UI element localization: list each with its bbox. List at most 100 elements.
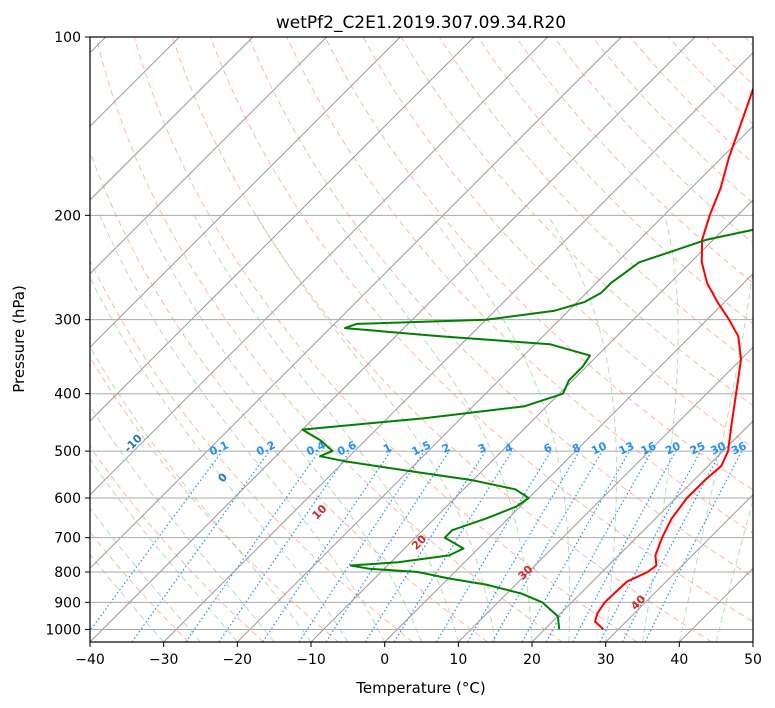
y-tick-label: 700 [54, 531, 81, 547]
x-axis-ticks: −40 −30 −20 −10 0 10 20 30 40 50 [75, 642, 762, 668]
mixing-ratio-label: 3 [476, 441, 488, 456]
moist-adiabat [333, 215, 533, 642]
isotherm [531, 420, 753, 642]
mixing-ratio-label: 6 [542, 441, 555, 456]
mixing-ratio-line [572, 450, 677, 642]
isotherm [90, 37, 475, 422]
dry-adiabat [515, 37, 753, 284]
mixing-ratio-line [466, 450, 580, 642]
dry-adiabat [591, 37, 753, 204]
isotherm [90, 37, 549, 496]
chart-title: wetPf2_C2E1.2019.307.09.34.R20 [276, 13, 566, 33]
mixing-ratio-line [131, 450, 270, 642]
temperature-line [594, 86, 753, 631]
y-tick-label: 300 [54, 313, 81, 329]
y-tick-label: 400 [54, 387, 81, 403]
mixing-ratio-line [218, 450, 351, 642]
mixing-ratio-label: 2 [440, 441, 452, 456]
moist-adiabat [642, 215, 679, 642]
x-axis-label: Temperature (°C) [355, 679, 485, 697]
mixing-ratio-label: 36 [729, 439, 749, 457]
profile-series [301, 86, 753, 631]
x-tick-label: 10 [449, 652, 467, 668]
isotherm [457, 346, 753, 642]
isotherm [310, 199, 753, 642]
moist-adiabat [90, 458, 238, 642]
mixing-ratio-label: 8 [570, 441, 582, 456]
moist-adiabat [90, 405, 275, 642]
x-tick-label: 0 [380, 652, 389, 668]
dry-adiabat-label: 30 [516, 563, 536, 583]
mixing-ratio-line [325, 450, 450, 642]
dry-adiabat [553, 37, 753, 244]
y-axis-label: Pressure (hPa) [10, 285, 28, 393]
moist-adiabat [430, 215, 571, 642]
dry-adiabat-label: 0 [215, 470, 230, 485]
y-tick-label: 1000 [45, 622, 81, 638]
x-tick-label: 20 [523, 652, 541, 668]
isotherm [163, 51, 753, 642]
y-tick-label: 600 [54, 491, 81, 507]
moist-adiabat [90, 345, 312, 642]
dry-adiabat-label: 40 [628, 592, 648, 612]
x-tick-label: 40 [670, 652, 688, 668]
dry-adiabat [90, 150, 488, 642]
moist-adiabat [255, 215, 496, 642]
mixing-ratio-line [599, 450, 702, 642]
moist-adiabat [547, 215, 617, 642]
dry-adiabats [90, 37, 753, 642]
line-labels: -100-90-80-70-60-50-40-30-20-10010203040… [122, 432, 749, 613]
mixing-ratio-line [435, 450, 552, 642]
x-tick-label: −20 [223, 652, 253, 668]
dry-adiabat [324, 37, 753, 491]
mixing-ratio-label: 0.2 [254, 438, 277, 458]
dry-adiabat [95, 37, 563, 642]
mixing-ratio-label: 10 [589, 439, 609, 457]
y-tick-label: 500 [54, 444, 81, 460]
mixing-ratio-line [521, 450, 631, 642]
mixing-ratio-label: 1.5 [410, 438, 433, 458]
x-tick-label: −10 [296, 652, 326, 668]
dry-adiabat-label: 20 [409, 532, 429, 552]
isotherm [90, 37, 696, 642]
mixing-ratio-label: 0.1 [207, 438, 230, 458]
mixing-ratio-label: 13 [617, 439, 636, 457]
dry-adiabat [90, 531, 190, 642]
mixing-ratio-line [393, 450, 513, 642]
y-axis-ticks: 1000 900 800 700 600 500 400 300 200 100 [45, 30, 90, 638]
y-tick-label: 800 [54, 565, 81, 581]
mixing-ratio-line [90, 450, 223, 632]
dry-adiabat [248, 37, 753, 578]
isotherm [605, 493, 753, 642]
dry-adiabat [210, 37, 753, 623]
mixing-ratio-label: 25 [688, 439, 707, 457]
mixing-ratio-label: 1 [381, 441, 393, 456]
isobars [90, 37, 753, 630]
mixing-ratio-line [298, 450, 425, 642]
mixing-ratio-line [644, 450, 743, 642]
mixing-ratio-label: 30 [708, 439, 728, 457]
isotherm [236, 125, 753, 642]
mixing-ratio-line [262, 450, 392, 642]
isotherm [384, 272, 753, 642]
y-tick-label: 100 [54, 30, 81, 46]
isotherm [90, 37, 328, 275]
moist-adiabat [99, 215, 386, 642]
dry-adiabat [706, 37, 753, 86]
dry-adiabat [286, 37, 753, 534]
mixing-ratio-label: 20 [663, 439, 683, 457]
mixing-ratio-line [545, 450, 653, 642]
dry-adiabat [133, 37, 638, 642]
plot-frame [89, 36, 754, 643]
mixing-ratio-label: 16 [639, 439, 659, 457]
mixing-ratio-label: 0.6 [335, 438, 358, 458]
dry-adiabat [744, 37, 753, 47]
moist-adiabat [90, 553, 165, 642]
dry-adiabat [90, 445, 264, 642]
x-tick-label: −30 [149, 652, 179, 668]
dry-adiabat [90, 356, 339, 642]
isotherm [90, 37, 622, 570]
isotherm [752, 641, 753, 642]
dry-adiabat [90, 259, 414, 642]
